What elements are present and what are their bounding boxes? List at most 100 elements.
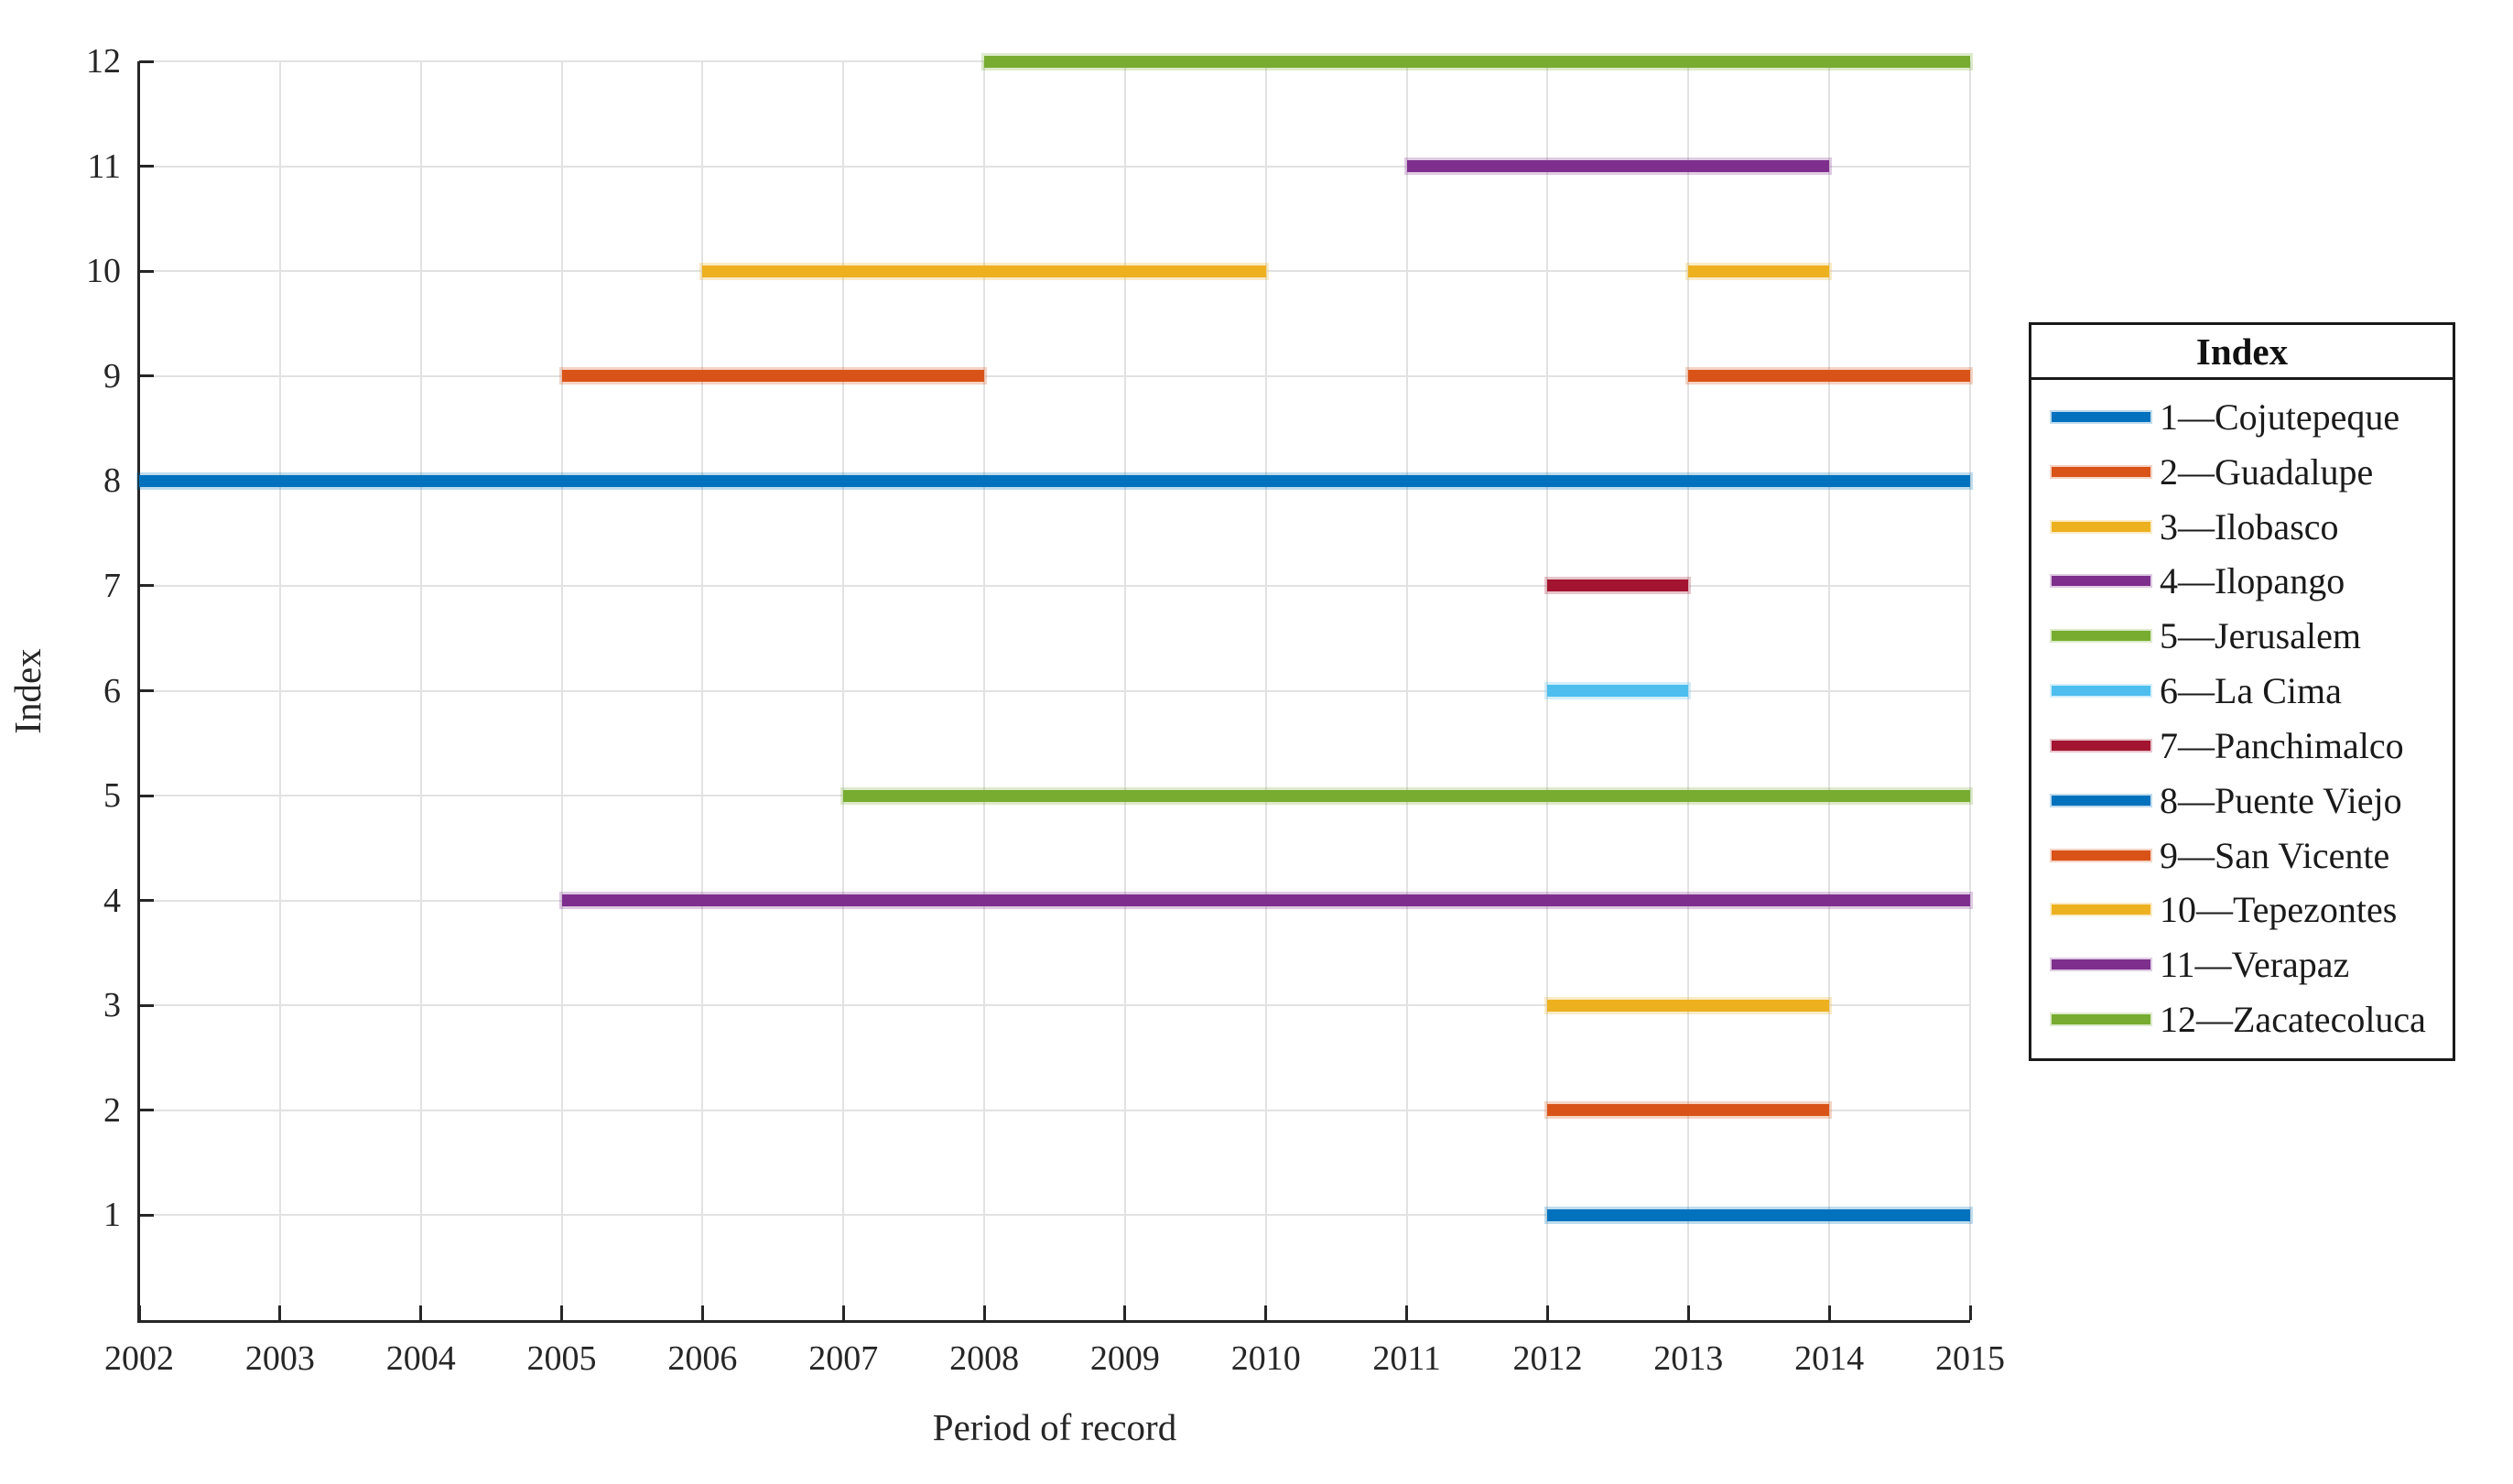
x-tick-mark	[1686, 1305, 1690, 1320]
y-tick-mark	[139, 165, 154, 168]
record-segment-5	[843, 789, 1970, 802]
record-segment-4	[561, 894, 1970, 907]
y-tick-mark	[139, 269, 154, 273]
y-tick-label: 4	[103, 881, 121, 920]
record-segment-9	[1688, 370, 1970, 383]
record-segment-1	[1547, 1208, 1970, 1221]
y-tick-mark	[139, 1003, 154, 1007]
legend-item: 12—Zacatecoluca	[2031, 998, 2453, 1041]
y-tick-mark	[139, 374, 154, 378]
x-tick-label: 2010	[1230, 1339, 1301, 1378]
legend-item: 4—Ilopango	[2031, 559, 2453, 602]
legend-item: 9—San Vicente	[2031, 834, 2453, 877]
legend-item-label: 7—Panchimalco	[2160, 724, 2404, 766]
legend-swatch	[2052, 1014, 2150, 1025]
legend-swatch	[2052, 904, 2150, 915]
gridline-horizontal	[139, 689, 1970, 692]
x-axis-title: Period of record	[932, 1406, 1177, 1448]
legend-item: 3—Ilobasco	[2031, 505, 2453, 548]
legend-item-label: 12—Zacatecoluca	[2160, 999, 2426, 1041]
y-tick-label: 1	[103, 1196, 121, 1235]
gridline-horizontal	[139, 1109, 1970, 1111]
legend-item-label: 10—Tepezontes	[2160, 889, 2398, 931]
record-segment-12	[984, 55, 1970, 68]
record-segment-3	[1547, 999, 1830, 1012]
y-tick-mark	[139, 1109, 154, 1112]
legend-item: 5—Jerusalem	[2031, 614, 2453, 657]
x-tick-label: 2015	[1935, 1339, 2005, 1378]
legend-swatch	[2052, 795, 2150, 806]
x-tick-mark	[560, 1305, 564, 1320]
x-tick-mark	[700, 1305, 704, 1320]
x-tick-label: 2007	[808, 1339, 879, 1378]
gridline-horizontal	[139, 165, 1970, 168]
legend-item: 6—La Cima	[2031, 669, 2453, 712]
x-tick-mark	[982, 1305, 986, 1320]
legend-item-label: 8—Puente Viejo	[2160, 779, 2402, 821]
legend-swatch	[2052, 466, 2150, 477]
record-segment-6	[1547, 685, 1689, 697]
y-tick-label: 8	[103, 461, 121, 501]
x-tick-label: 2013	[1653, 1339, 1724, 1378]
record-segment-7	[1547, 580, 1689, 592]
x-tick-mark	[1968, 1305, 1972, 1320]
legend-item-label: 4—Ilopango	[2160, 560, 2345, 602]
legend-item: 1—Cojutepeque	[2031, 395, 2453, 439]
legend-title: Index	[2031, 325, 2453, 380]
y-tick-label: 9	[103, 356, 121, 395]
y-tick-mark	[139, 584, 154, 588]
y-tick-mark	[139, 794, 154, 797]
legend-item: 10—Tepezontes	[2031, 888, 2453, 931]
x-tick-label: 2004	[385, 1339, 456, 1378]
legend-swatch	[2052, 521, 2150, 532]
record-segment-11	[1406, 160, 1830, 173]
legend-item: 7—Panchimalco	[2031, 724, 2453, 767]
gridline-horizontal	[139, 584, 1970, 587]
record-segment-2	[1547, 1104, 1830, 1117]
gridline-vertical	[1969, 61, 1971, 1320]
legend-item: 11—Verapaz	[2031, 943, 2453, 986]
gridline-horizontal	[139, 1214, 1970, 1217]
record-segment-10	[702, 265, 1266, 277]
y-tick-label: 6	[103, 671, 121, 710]
x-tick-mark	[137, 1305, 141, 1320]
y-tick-mark	[139, 1213, 154, 1217]
x-tick-mark	[1264, 1305, 1268, 1320]
legend-item-label: 11—Verapaz	[2160, 944, 2350, 986]
y-axis-title: Index	[6, 647, 49, 734]
x-tick-mark	[1827, 1305, 1831, 1320]
legend: Index 1—Cojutepeque 2—Guadalupe 3—Ilobasco…	[2029, 322, 2455, 1061]
x-tick-mark	[841, 1305, 845, 1320]
y-tick-mark	[139, 689, 154, 692]
x-tick-label: 2003	[244, 1339, 315, 1378]
record-segment-9	[561, 370, 985, 383]
x-tick-label: 2014	[1794, 1339, 1865, 1378]
legend-swatch	[2052, 576, 2150, 587]
legend-item: 2—Guadalupe	[2031, 450, 2453, 493]
x-tick-label: 2002	[104, 1339, 174, 1378]
x-tick-mark	[1545, 1305, 1549, 1320]
legend-swatch	[2052, 850, 2150, 861]
x-tick-mark	[1405, 1305, 1409, 1320]
y-tick-label: 2	[103, 1090, 121, 1130]
x-tick-mark	[1123, 1305, 1127, 1320]
legend-swatch	[2052, 631, 2150, 642]
legend-item: 8—Puente Viejo	[2031, 779, 2453, 822]
record-segment-8	[139, 474, 1970, 487]
gridline-horizontal	[139, 374, 1970, 377]
legend-item-label: 5—Jerusalem	[2160, 615, 2361, 657]
x-tick-label: 2006	[667, 1339, 738, 1378]
y-tick-mark	[139, 899, 154, 903]
y-tick-label: 11	[87, 146, 121, 186]
x-tick-mark	[419, 1305, 423, 1320]
x-axis-spine	[137, 1320, 1970, 1323]
legend-item-label: 9—San Vicente	[2160, 834, 2390, 876]
legend-swatch	[2052, 411, 2150, 422]
legend-swatch	[2052, 740, 2150, 751]
x-tick-mark	[278, 1305, 282, 1320]
y-tick-label: 7	[103, 566, 121, 605]
x-tick-label: 2009	[1089, 1339, 1160, 1378]
y-tick-label: 3	[103, 986, 121, 1025]
record-segment-10	[1688, 265, 1830, 277]
y-tick-label: 10	[86, 252, 121, 291]
